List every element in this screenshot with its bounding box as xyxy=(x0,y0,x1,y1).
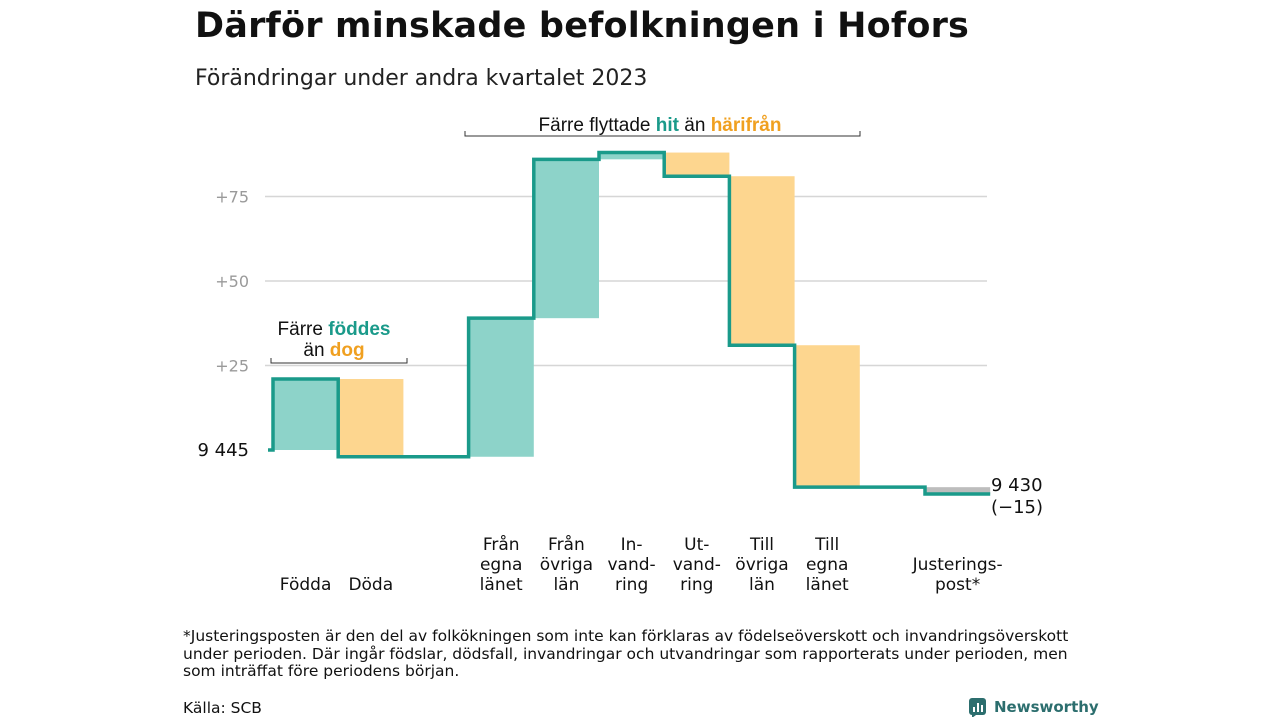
end-change-label: (−15) xyxy=(991,497,1043,518)
start-value-label: 9 445 xyxy=(197,440,249,461)
bar-0 xyxy=(273,379,339,450)
annotation-migration-bracket xyxy=(464,131,861,137)
category-label: Från xyxy=(483,534,520,555)
category-label: Justerings- xyxy=(912,555,1003,575)
bar-6 xyxy=(664,152,730,177)
cumulative-step-line xyxy=(268,150,991,496)
y-tick-label: +25 xyxy=(215,357,249,376)
category-label: vand- xyxy=(673,555,721,575)
brand-name: Newsworthy xyxy=(994,698,1099,716)
brand-logo: Newsworthy xyxy=(968,697,1099,717)
category-label: egna xyxy=(806,555,848,575)
category-label: egna xyxy=(480,555,522,575)
bar-8 xyxy=(794,345,860,488)
chart-title: Därför minskade befolkningen i Hofors xyxy=(195,6,970,46)
bar-10 xyxy=(925,487,991,494)
category-label: post* xyxy=(935,575,980,595)
category-label: länet xyxy=(480,575,523,595)
bar-7 xyxy=(729,176,795,346)
category-label: län xyxy=(749,575,775,595)
newsworthy-logo-icon xyxy=(969,698,986,717)
category-label: övriga xyxy=(540,555,593,575)
chart-subtitle: Förändringar under andra kvartalet 2023 xyxy=(195,66,648,91)
category-label: Döda xyxy=(348,575,393,595)
category-label: län xyxy=(553,575,579,595)
end-value-label: 9 430 xyxy=(991,475,1043,496)
annotation-births-line2: än dog xyxy=(303,340,364,361)
annotation-migration: Färre flyttade hit än härifrån xyxy=(539,115,782,136)
category-label: vand- xyxy=(608,555,656,575)
category-label: Till xyxy=(749,535,774,555)
bar-5 xyxy=(599,152,665,160)
annotation-births-bracket xyxy=(270,358,408,364)
y-tick-label: +50 xyxy=(215,272,249,291)
category-label: Till xyxy=(814,535,839,555)
footnote: *Justeringsposten är den del av folkökni… xyxy=(183,627,1069,680)
category-label: In- xyxy=(621,535,643,555)
y-tick-label: +75 xyxy=(215,188,249,207)
source-label: Källa: SCB xyxy=(183,699,262,717)
bar-4 xyxy=(533,159,599,319)
category-label: Ut- xyxy=(684,535,709,555)
annotation-births-line1: Färre föddes xyxy=(278,319,391,340)
category-label: Från xyxy=(548,534,585,555)
category-label: Födda xyxy=(280,575,332,595)
bar-3 xyxy=(468,318,534,457)
category-label: övriga xyxy=(735,555,788,575)
category-label: ring xyxy=(680,575,713,595)
bar-1 xyxy=(338,379,404,457)
category-label: länet xyxy=(806,575,849,595)
category-label: ring xyxy=(615,575,648,595)
